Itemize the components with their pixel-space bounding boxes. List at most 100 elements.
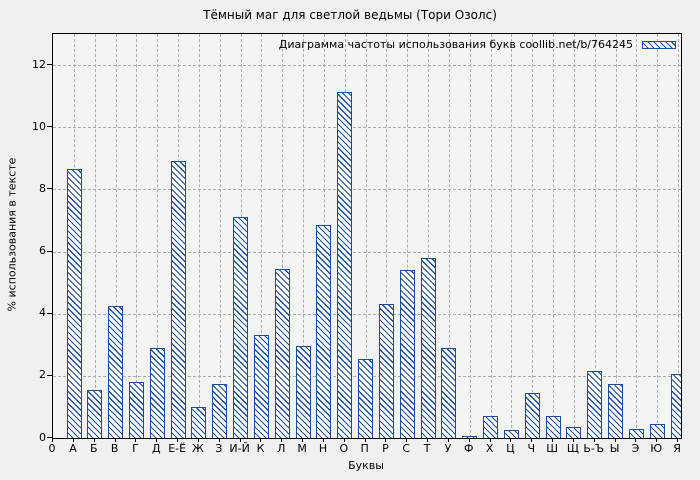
bar-В <box>108 305 124 438</box>
x-gridline <box>428 34 430 438</box>
x-tick-label: О <box>339 442 349 455</box>
legend: Диаграмма частоты использования букв coo… <box>279 38 676 51</box>
x-tick-label: Л <box>277 442 286 455</box>
x-tick-label: В <box>110 442 119 455</box>
x-tick-mark <box>385 438 387 442</box>
bar-С <box>399 270 415 438</box>
x-tick-mark <box>510 438 512 442</box>
x-tick-label: Н <box>318 442 328 455</box>
x-gridline <box>407 34 409 438</box>
x-tick-label: П <box>360 442 369 455</box>
x-gridline <box>303 34 305 438</box>
y-tick-mark <box>47 64 52 66</box>
y-gridline <box>53 313 681 315</box>
y-gridline <box>53 251 681 253</box>
x-gridline <box>532 34 534 438</box>
x-gridline <box>261 34 263 438</box>
y-tick-mark <box>47 374 52 376</box>
x-tick-label: Б <box>90 442 98 455</box>
x-gridline <box>469 34 471 438</box>
x-tick-label: Ь-Ъ <box>583 442 605 455</box>
x-origin-label: 0 <box>48 442 56 455</box>
x-tick-mark <box>93 438 95 442</box>
x-tick-label: Г <box>132 442 139 455</box>
y-tick-mark <box>47 312 52 314</box>
x-tick-label: К <box>256 442 265 455</box>
x-axis-label: Буквы <box>348 459 384 472</box>
bar-Ф <box>462 436 478 438</box>
x-gridline <box>615 34 617 438</box>
x-tick-mark <box>427 438 429 442</box>
x-tick-label: Ц <box>506 442 515 455</box>
y-tick-label: 8 <box>39 181 46 195</box>
x-gridline <box>198 34 200 438</box>
x-gridline <box>219 34 221 438</box>
x-tick-label: Ф <box>464 442 474 455</box>
x-tick-label: Ю <box>650 442 663 455</box>
bar-З <box>212 383 228 438</box>
x-tick-mark <box>156 438 158 442</box>
x-gridline <box>573 34 575 438</box>
x-gridline <box>157 34 159 438</box>
x-tick-mark <box>218 438 220 442</box>
legend-swatch-hatched <box>642 40 676 49</box>
x-gridline <box>386 34 388 438</box>
x-tick-mark <box>531 438 533 442</box>
x-tick-mark <box>364 438 366 442</box>
bar-И-Й <box>233 217 249 438</box>
y-tick-mark <box>47 126 52 128</box>
y-tick-mark <box>47 437 52 438</box>
x-gridline <box>448 34 450 438</box>
x-tick-label: Ш <box>546 442 558 455</box>
bar-П <box>358 358 374 438</box>
x-tick-mark <box>73 438 74 442</box>
x-tick-mark <box>343 438 345 442</box>
x-tick-label: И-Й <box>229 442 250 455</box>
x-tick-label: М <box>297 442 307 455</box>
y-tick-mark <box>47 188 52 190</box>
bar-Х <box>483 416 499 438</box>
x-tick-mark <box>281 438 283 442</box>
x-tick-label: Ж <box>192 442 204 455</box>
x-tick-label: Щ <box>566 442 579 455</box>
bar-А <box>66 169 82 438</box>
bar-Н <box>316 225 332 438</box>
x-gridline <box>365 34 367 438</box>
x-tick-mark <box>677 438 679 442</box>
x-origin-tick-mark <box>52 438 53 442</box>
x-tick-mark <box>593 438 595 442</box>
y-tick-mark <box>47 250 52 252</box>
bar-О <box>337 91 353 438</box>
bar-Ш <box>545 416 561 438</box>
x-gridline <box>282 34 284 438</box>
y-tick-label: 12 <box>32 57 46 71</box>
bar-У <box>441 347 457 438</box>
x-tick-label: Х <box>485 442 494 455</box>
bar-Т <box>420 257 436 438</box>
bar-Г <box>128 382 144 438</box>
x-tick-mark <box>552 438 554 442</box>
x-tick-label: Ч <box>527 442 536 455</box>
y-gridline <box>53 127 681 129</box>
x-gridline <box>115 34 117 438</box>
x-tick-label: Д <box>152 442 161 455</box>
bar-Л <box>274 268 290 438</box>
bar-Ч <box>524 392 540 438</box>
bar-Ж <box>191 406 207 438</box>
x-tick-label: А <box>69 442 77 455</box>
x-tick-mark <box>468 438 470 442</box>
y-gridline <box>53 65 681 67</box>
bar-К <box>253 335 269 438</box>
x-tick-label: Е-Ё <box>168 442 187 455</box>
y-tick-label: 2 <box>39 368 46 382</box>
x-gridline <box>553 34 555 438</box>
x-gridline <box>490 34 492 438</box>
x-gridline <box>636 34 638 438</box>
x-tick-mark <box>406 438 408 442</box>
x-tick-mark <box>197 438 199 442</box>
bar-М <box>295 346 311 438</box>
y-tick-label: 10 <box>32 119 46 133</box>
x-gridline <box>678 34 680 438</box>
bar-Б <box>87 389 103 438</box>
